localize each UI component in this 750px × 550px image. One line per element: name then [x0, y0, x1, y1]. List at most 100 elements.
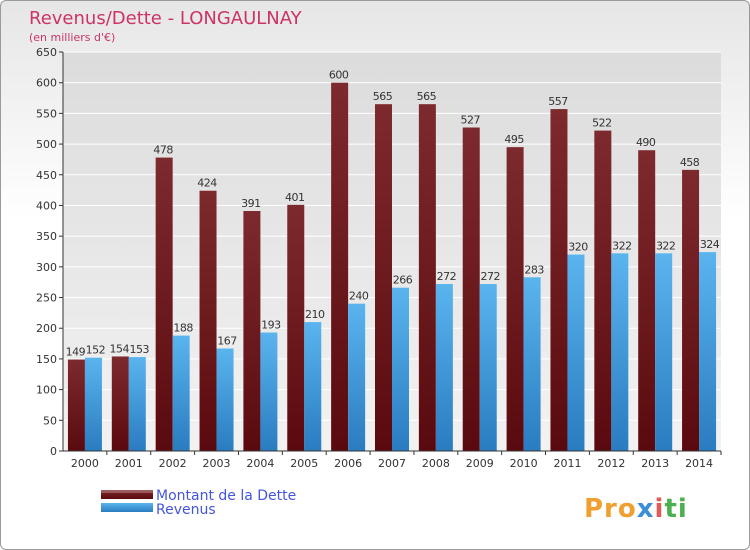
bar-revenus — [84, 357, 102, 451]
data-label-dette: 154 — [110, 342, 130, 355]
x-tick-label: 2003 — [203, 457, 231, 470]
data-label-revenus: 210 — [305, 308, 325, 321]
bar-revenus — [348, 303, 366, 451]
bar-revenus — [479, 284, 497, 451]
data-label-dette: 557 — [548, 95, 568, 108]
y-axis-ticks: 0 50 100 150 200 250 300 350 400 450 500 550 600 650 — [36, 46, 63, 458]
y-tick-label: 600 — [36, 77, 57, 90]
data-label-dette: 565 — [417, 90, 437, 103]
x-tick-label: 2008 — [422, 457, 450, 470]
bar-dette — [67, 359, 85, 451]
bar-revenus — [216, 348, 234, 451]
x-tick-label: 2014 — [685, 457, 713, 470]
y-tick-label: 0 — [50, 445, 57, 458]
bar-dette — [418, 104, 436, 451]
x-tick-label: 2005 — [290, 457, 318, 470]
data-label-revenus: 152 — [86, 344, 106, 357]
data-label-dette: 527 — [460, 114, 480, 127]
x-tick-label: 2007 — [378, 457, 406, 470]
data-label-revenus: 272 — [480, 270, 500, 283]
bar-revenus — [128, 357, 146, 451]
bar-revenus — [172, 335, 190, 451]
y-tick-label: 150 — [36, 353, 57, 366]
data-label-dette: 424 — [197, 177, 217, 190]
x-tick-label: 2009 — [466, 457, 494, 470]
y-tick-label: 50 — [43, 414, 57, 427]
bar-revenus — [567, 254, 585, 451]
bar-dette — [594, 130, 612, 451]
bar-revenus — [304, 322, 322, 451]
bar-revenus — [392, 287, 409, 451]
bar-dette — [682, 169, 700, 451]
data-label-revenus: 193 — [261, 319, 281, 332]
bar-dette — [243, 210, 261, 451]
x-tick-label: 2002 — [159, 457, 187, 470]
bar-dette — [111, 356, 129, 451]
data-label-dette: 565 — [373, 90, 393, 103]
bar-revenus — [611, 253, 629, 451]
x-tick-label: 2013 — [641, 457, 669, 470]
legend-swatch-debt-sheen — [101, 490, 153, 493]
data-label-revenus: 320 — [568, 241, 588, 254]
bar-revenus — [655, 253, 673, 451]
data-label-revenus: 167 — [217, 334, 237, 347]
data-label-dette: 401 — [285, 191, 305, 204]
data-label-revenus: 324 — [700, 238, 720, 251]
y-tick-label: 100 — [36, 384, 57, 397]
proxiti-logo: Proxiti — [584, 494, 688, 524]
bar-dette — [199, 190, 217, 451]
legend-swatch-debt — [101, 490, 153, 499]
y-tick-label: 350 — [36, 230, 57, 243]
data-label-dette: 490 — [636, 136, 656, 149]
y-tick-label: 650 — [36, 46, 57, 59]
data-label-revenus: 266 — [393, 274, 413, 287]
data-labels: 149 152 154 153 478 188 424 167 391 193 401 210 600 2… — [66, 69, 721, 359]
bar-revenus — [523, 277, 541, 451]
y-tick-label: 500 — [36, 138, 57, 151]
bar-dette — [375, 104, 392, 451]
bars — [67, 82, 717, 451]
bar-revenus — [260, 332, 278, 451]
y-tick-label: 550 — [36, 107, 57, 120]
bar-dette — [331, 82, 349, 451]
legend-swatch-revenus — [101, 503, 153, 512]
data-label-dette: 149 — [66, 346, 86, 359]
y-tick-label: 400 — [36, 199, 57, 212]
x-tick-label: 2006 — [334, 457, 362, 470]
x-tick-label: 2004 — [246, 457, 274, 470]
data-label-dette: 600 — [329, 69, 349, 82]
bar-dette — [638, 150, 656, 451]
bar-dette — [506, 147, 524, 451]
chart-title: Revenus/Dette - LONGAULNAY — [29, 8, 303, 29]
y-tick-label: 300 — [36, 261, 57, 274]
data-label-revenus: 153 — [130, 343, 150, 356]
bar-revenus — [699, 252, 717, 451]
bar-dette — [155, 157, 173, 451]
bar-dette — [462, 127, 480, 451]
legend-label-revenus: Revenus — [156, 502, 216, 518]
data-label-revenus: 272 — [437, 270, 457, 283]
bar-dette — [287, 204, 305, 451]
y-tick-label: 250 — [36, 292, 57, 305]
bar-dette — [550, 109, 568, 451]
x-axis-ticks: 2000 2001 2002 2003 2004 2005 2006 2007 2008 2009… — [71, 451, 722, 470]
y-tick-label: 450 — [36, 169, 57, 182]
x-tick-label: 2000 — [71, 457, 99, 470]
data-label-revenus: 283 — [524, 263, 544, 276]
x-tick-label: 2012 — [597, 457, 625, 470]
x-tick-label: 2001 — [115, 457, 143, 470]
data-label-dette: 495 — [504, 133, 524, 146]
data-label-dette: 391 — [241, 197, 261, 210]
chart-subtitle: (en milliers d'€) — [29, 31, 115, 44]
data-label-revenus: 240 — [349, 290, 369, 303]
legend: Montant de la Dette Revenus — [101, 488, 296, 518]
legend-label-debt: Montant de la Dette — [156, 488, 296, 504]
y-tick-label: 200 — [36, 322, 57, 335]
data-label-dette: 458 — [680, 156, 700, 169]
data-label-revenus: 188 — [173, 322, 193, 335]
data-label-dette: 522 — [592, 117, 612, 130]
bar-revenus — [435, 284, 453, 451]
x-tick-label: 2010 — [510, 457, 538, 470]
